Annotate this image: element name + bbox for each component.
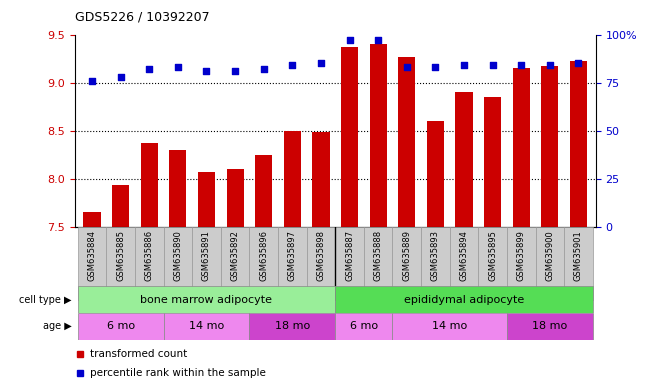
Point (516, 62, 527, 68)
Bar (198, 172, 215, 227)
Text: percentile rank within the sample: percentile rank within the sample (90, 368, 266, 378)
Point (459, 62, 469, 68)
Text: GSM635899: GSM635899 (517, 230, 526, 281)
Text: GSM635900: GSM635900 (546, 230, 555, 281)
Text: transformed count: transformed count (90, 349, 187, 359)
Point (488, 62, 498, 68)
FancyBboxPatch shape (507, 313, 593, 340)
FancyBboxPatch shape (77, 227, 106, 301)
FancyBboxPatch shape (77, 286, 335, 313)
Text: GSM635901: GSM635901 (574, 230, 583, 281)
Text: 18 mo: 18 mo (275, 321, 310, 331)
Point (316, 60, 326, 66)
Point (144, 66, 154, 72)
Bar (227, 169, 243, 227)
FancyBboxPatch shape (77, 313, 163, 340)
FancyBboxPatch shape (393, 313, 507, 340)
Bar (398, 57, 415, 227)
Text: 14 mo: 14 mo (432, 321, 467, 331)
FancyBboxPatch shape (564, 227, 593, 301)
FancyBboxPatch shape (307, 227, 335, 301)
Text: GSM635888: GSM635888 (374, 230, 383, 281)
Text: GSM635894: GSM635894 (460, 230, 469, 281)
Text: GSM635890: GSM635890 (173, 230, 182, 281)
FancyBboxPatch shape (335, 313, 393, 340)
Bar (456, 92, 473, 227)
FancyBboxPatch shape (278, 227, 307, 301)
Text: GSM635896: GSM635896 (259, 230, 268, 281)
Bar (312, 132, 329, 227)
Text: 14 mo: 14 mo (189, 321, 224, 331)
FancyBboxPatch shape (192, 227, 221, 301)
Point (545, 62, 555, 68)
Text: GSM635889: GSM635889 (402, 230, 411, 281)
Text: GSM635898: GSM635898 (316, 230, 326, 281)
FancyBboxPatch shape (393, 227, 421, 301)
Point (115, 74, 126, 80)
Text: GSM635893: GSM635893 (431, 230, 440, 281)
FancyBboxPatch shape (335, 286, 593, 313)
FancyBboxPatch shape (364, 227, 393, 301)
FancyBboxPatch shape (163, 313, 249, 340)
Bar (141, 143, 158, 227)
Point (344, 37, 355, 43)
Point (373, 37, 383, 43)
Text: GSM635892: GSM635892 (230, 230, 240, 281)
FancyBboxPatch shape (249, 227, 278, 301)
Text: GDS5226 / 10392207: GDS5226 / 10392207 (75, 10, 210, 23)
FancyBboxPatch shape (135, 227, 163, 301)
Text: GSM635895: GSM635895 (488, 230, 497, 281)
FancyBboxPatch shape (421, 227, 450, 301)
Text: 18 mo: 18 mo (533, 321, 568, 331)
Text: GSM635897: GSM635897 (288, 230, 297, 281)
FancyBboxPatch shape (478, 227, 507, 301)
Point (574, 60, 584, 66)
Bar (484, 97, 501, 227)
FancyBboxPatch shape (221, 227, 249, 301)
Text: cell type ▶: cell type ▶ (19, 295, 72, 305)
Bar (541, 66, 559, 227)
Point (258, 66, 269, 72)
FancyBboxPatch shape (507, 227, 536, 301)
FancyBboxPatch shape (163, 227, 192, 301)
Text: age ▶: age ▶ (43, 321, 72, 331)
Bar (112, 185, 130, 227)
Text: GSM635885: GSM635885 (116, 230, 125, 281)
Bar (255, 154, 272, 227)
Text: GSM635891: GSM635891 (202, 230, 211, 281)
Text: bone marrow adipocyte: bone marrow adipocyte (141, 295, 273, 305)
FancyBboxPatch shape (536, 227, 564, 301)
Text: 6 mo: 6 mo (107, 321, 135, 331)
Bar (83, 212, 101, 227)
FancyBboxPatch shape (450, 227, 478, 301)
Text: 6 mo: 6 mo (350, 321, 378, 331)
Bar (341, 47, 358, 227)
Bar (284, 131, 301, 227)
Point (430, 64, 441, 70)
Text: epididymal adipocyte: epididymal adipocyte (404, 295, 524, 305)
Point (402, 64, 412, 70)
Bar (169, 150, 186, 227)
FancyBboxPatch shape (249, 313, 335, 340)
Bar (513, 68, 530, 227)
Bar (570, 61, 587, 227)
Text: GSM635887: GSM635887 (345, 230, 354, 281)
FancyBboxPatch shape (106, 227, 135, 301)
Point (201, 68, 212, 74)
Point (287, 62, 298, 68)
Text: GSM635886: GSM635886 (145, 230, 154, 281)
Bar (427, 121, 444, 227)
Point (230, 68, 240, 74)
FancyBboxPatch shape (335, 227, 364, 301)
Point (87, 78, 97, 84)
Bar (370, 44, 387, 227)
Point (173, 64, 183, 70)
Text: GSM635884: GSM635884 (87, 230, 96, 281)
